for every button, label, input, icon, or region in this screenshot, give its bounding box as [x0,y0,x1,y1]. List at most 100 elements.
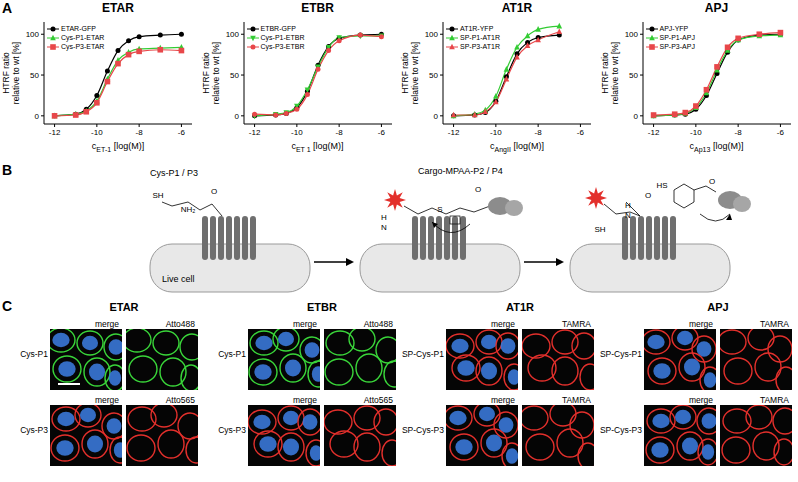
svg-text:-10: -10 [490,128,502,137]
svg-text:H: H [625,201,631,210]
html-text:APJ: APJ [707,301,729,313]
svg-text:Atto488: Atto488 [364,319,394,329]
svg-text:O: O [475,185,481,194]
svg-text:50: 50 [30,71,39,80]
svg-text:Atto565: Atto565 [166,395,196,405]
svg-text:-8: -8 [535,128,543,137]
svg-text:SH: SH [594,225,605,234]
svg-text:Live cell: Live cell [162,274,195,284]
html-text:relative to wt [%]: relative to wt [%] [410,41,420,105]
svg-text:merge: merge [293,395,317,405]
html-text:Cys-P1-ETAR: Cys-P1-ETAR [61,34,105,41]
svg-text:SH: SH [152,191,163,200]
svg-text:-10: -10 [291,128,303,137]
svg-text:Cargo-MPAA-P2 / P4: Cargo-MPAA-P2 / P4 [418,166,503,176]
svg-text:100: 100 [425,30,439,39]
html-text:ETBR: ETBR [307,301,337,313]
html-text:relative to wt [%]: relative to wt [%] [210,41,221,105]
svg-text:TAMRA: TAMRA [760,319,789,329]
html-text:AT1R: AT1R [501,1,533,15]
svg-text:-6: -6 [377,128,385,137]
svg-text:0: 0 [633,112,638,121]
html-text:AT1R-YFP: AT1R-YFP [460,25,494,32]
svg-text:-12: -12 [49,128,61,137]
html-text:SP-P3-AT1R: SP-P3-AT1R [460,43,500,50]
svg-text:-12: -12 [647,128,659,137]
html-text:Cys-P3: Cys-P3 [20,425,48,435]
svg-text:N: N [625,211,631,220]
html-text:Cys-P1: Cys-P1 [20,349,48,359]
html-text:HTRF ratio: HTRF ratio [200,52,211,94]
html-text:Cys-P1-ETBR: Cys-P1-ETBR [260,34,305,41]
svg-text:-10: -10 [91,128,103,137]
svg-text:H: H [381,213,387,222]
svg-text:50: 50 [629,71,638,80]
svg-text:merge: merge [689,319,713,329]
svg-text:TAMRA: TAMRA [760,395,789,405]
svg-text:merge: merge [95,319,119,329]
html-text:relative to wt [%]: relative to wt [%] [609,41,620,105]
svg-text:100: 100 [624,30,638,39]
html-text:cAngII [log(M)]: cAngII [log(M)] [490,141,544,153]
svg-text:-12: -12 [248,128,260,137]
html-text:SP-Cys-P1: SP-Cys-P1 [402,349,444,359]
svg-text:0: 0 [434,112,439,121]
html-text:B: B [2,162,13,178]
html-text:Cys-P3: Cys-P3 [218,425,246,435]
html-text:SP-Cys-P1: SP-Cys-P1 [600,349,642,359]
svg-text:100: 100 [225,30,239,39]
html-text:SP-Cys-P3: SP-Cys-P3 [402,425,444,435]
html-text:ETAR: ETAR [109,301,139,313]
html-text:HTRF ratio: HTRF ratio [400,52,410,94]
html-text:cET-1[log(M)]: cET-1[log(M)] [91,141,145,153]
html-text:ETBR: ETBR [301,1,334,15]
svg-text:N: N [381,223,387,232]
html-text:HTRF ratio: HTRF ratio [599,52,610,94]
svg-text:-8: -8 [136,128,144,137]
svg-text:Atto565: Atto565 [364,395,394,405]
svg-text:merge: merge [491,319,515,329]
html-text:ETAR-GFP: ETAR-GFP [61,25,96,32]
svg-text:merge: merge [689,395,713,405]
svg-text:HS: HS [656,181,667,190]
html-text:Cys-P3-ETBR: Cys-P3-ETBR [260,43,305,50]
svg-text:O: O [211,187,217,196]
html-text:SP-P1-AT1R: SP-P1-AT1R [460,34,500,41]
svg-text:-6: -6 [178,128,186,137]
svg-text:-10: -10 [690,128,702,137]
svg-text:-8: -8 [734,128,742,137]
html-text:A: A [2,0,13,16]
svg-text:merge: merge [491,395,515,405]
svg-text:TAMRA: TAMRA [562,395,591,405]
svg-text:Atto488: Atto488 [166,319,196,329]
svg-text:NH₂: NH₂ [181,205,196,214]
svg-text:50: 50 [230,71,239,80]
html-text:AT1R: AT1R [506,301,534,313]
html-text:Cys-P1: Cys-P1 [218,349,246,359]
html-text:C: C [2,298,13,314]
svg-text:O: O [709,177,715,186]
html-text:APJ: APJ [704,1,729,15]
svg-text:50: 50 [429,71,438,80]
svg-text:TAMRA: TAMRA [562,319,591,329]
svg-text:100: 100 [26,30,40,39]
svg-text:O: O [645,191,651,200]
html-text:ETAR: ETAR [102,1,134,15]
html-text:ETBR-GFP: ETBR-GFP [260,25,296,32]
svg-text:-8: -8 [335,128,343,137]
svg-text:-6: -6 [577,128,585,137]
svg-text:0: 0 [35,112,40,121]
svg-text:-6: -6 [776,128,784,137]
svg-text:S: S [437,205,442,214]
svg-text:0: 0 [234,112,239,121]
svg-text:-12: -12 [448,128,460,137]
html-text:HTRF ratio: HTRF ratio [1,52,11,94]
svg-text:Cys-P1 / P3: Cys-P1 / P3 [150,168,198,178]
svg-text:merge: merge [95,395,119,405]
html-text:cET 1 [log(M)]: cET 1 [log(M)] [291,141,344,153]
svg-text:merge: merge [293,319,317,329]
html-text:Cys-P3-ETAR: Cys-P3-ETAR [61,43,105,50]
html-text:cAp13[log(M)]: cAp13[log(M)] [689,141,744,153]
html-text:SP-Cys-P3: SP-Cys-P3 [600,425,642,435]
html-text:relative to wt [%]: relative to wt [%] [11,41,21,105]
